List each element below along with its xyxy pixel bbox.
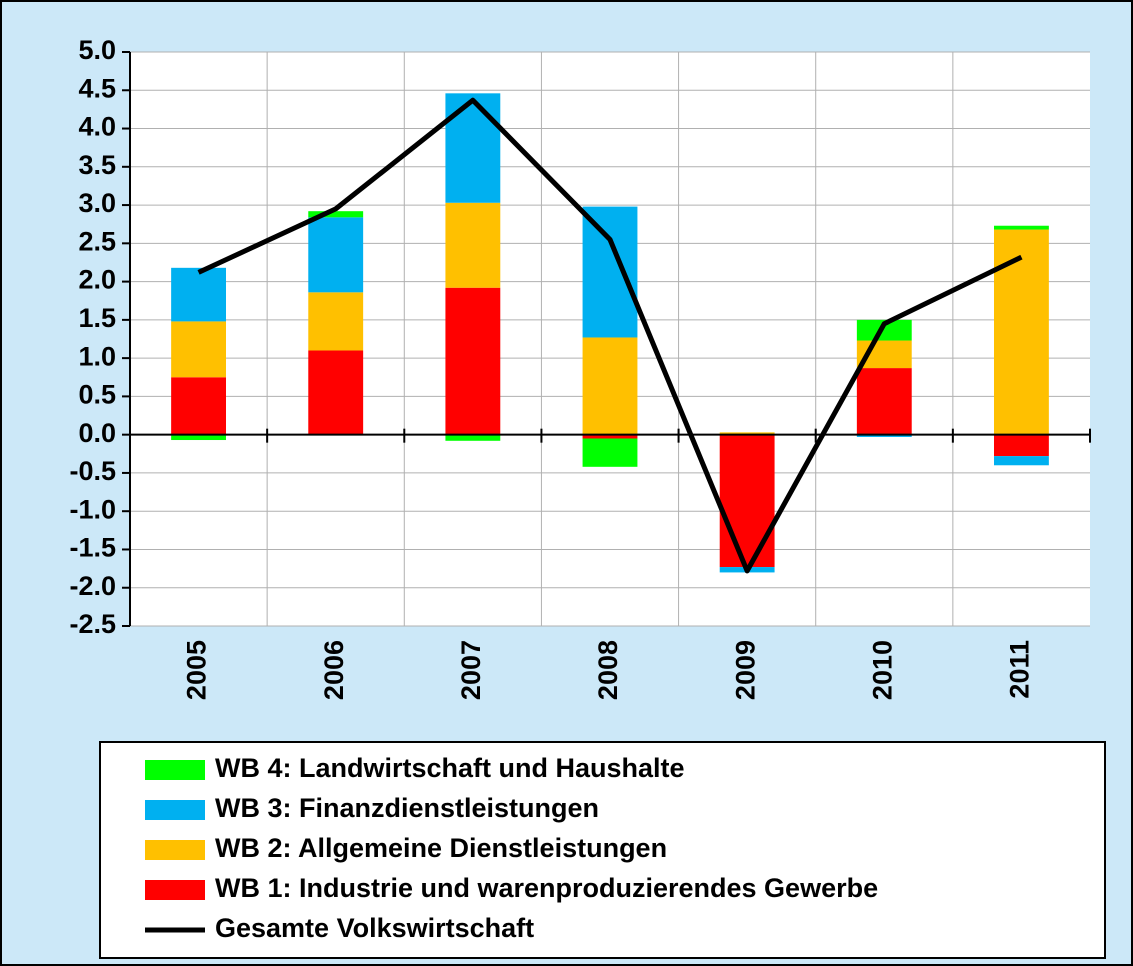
bar-segment — [856, 319, 912, 341]
y-tick-label: 0.0 — [78, 418, 116, 448]
y-tick-label: 0.5 — [78, 380, 116, 410]
x-tick-label: 2008 — [593, 640, 623, 700]
bar-segment — [308, 292, 364, 351]
bar-segment — [994, 225, 1049, 230]
legend-label: Gesamte Volkswirtschaft — [215, 913, 534, 943]
bar-segment — [856, 368, 912, 435]
y-tick-label: -1.5 — [69, 533, 116, 563]
bar-segment — [582, 438, 638, 467]
bar-segment — [856, 434, 912, 437]
y-tick-label: 2.0 — [78, 265, 116, 295]
legend-label: WB 2: Allgemeine Dienstleistungen — [215, 833, 667, 863]
legend-label: WB 3: Finanzdienstleistungen — [215, 793, 599, 823]
x-tick-label: 2010 — [867, 640, 897, 700]
line-series — [197, 97, 1023, 574]
bar-segment — [308, 211, 364, 218]
legend-swatch — [145, 880, 205, 900]
x-tick-label: 2007 — [456, 640, 486, 700]
y-tick-label: 3.0 — [78, 188, 116, 218]
legend-box — [99, 741, 1106, 959]
bar-segment — [445, 434, 501, 441]
bar-segment — [171, 377, 226, 435]
y-tick-label: -1.0 — [69, 494, 116, 524]
y-tick-label: 4.0 — [78, 112, 116, 142]
y-tick-label: 3.5 — [78, 150, 116, 180]
y-tick-label: 1.0 — [78, 341, 116, 371]
bar-segment — [445, 287, 501, 435]
bar-segment — [582, 434, 638, 439]
x-tick-label: 2009 — [730, 640, 760, 700]
bar-segment — [994, 456, 1049, 466]
y-tick-label: -0.5 — [69, 456, 116, 486]
x-tick-label: 2006 — [319, 640, 349, 700]
bar-segment — [994, 434, 1049, 457]
y-tick-label: 2.5 — [78, 226, 116, 256]
bar-segment — [445, 93, 501, 203]
y-tick-label: 5.0 — [78, 35, 116, 65]
y-tick-label: -2.0 — [69, 571, 116, 601]
y-tick-label: -2.5 — [69, 609, 116, 639]
bar-segment — [308, 217, 364, 293]
bar-segment — [171, 321, 226, 378]
legend-label: WB 1: Industrie und warenproduzierendes … — [215, 873, 878, 903]
bar-segment — [171, 267, 226, 322]
x-tick-label: 2011 — [1005, 640, 1035, 699]
legend-swatch — [145, 800, 205, 820]
bar-segment — [719, 432, 775, 435]
legend-label: WB 4: Landwirtschaft und Haushalte — [215, 753, 685, 783]
bar-segment — [719, 434, 775, 568]
bar-segment — [171, 434, 226, 441]
bar-segment — [994, 229, 1049, 435]
legend-swatch — [145, 840, 205, 860]
bar-segment — [445, 202, 501, 288]
y-tick-label: 4.5 — [78, 73, 116, 103]
x-tick-label: 2005 — [182, 640, 212, 700]
bar-segment — [582, 337, 638, 435]
legend-swatch — [145, 760, 205, 780]
y-tick-label: 1.5 — [78, 303, 116, 333]
bar-segment — [308, 350, 364, 435]
bar-segment — [582, 206, 638, 338]
